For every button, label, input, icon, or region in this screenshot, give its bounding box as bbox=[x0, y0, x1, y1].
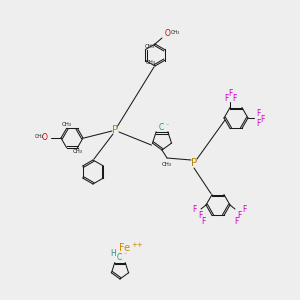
Text: F: F bbox=[224, 94, 228, 103]
Text: F: F bbox=[192, 206, 196, 214]
Text: CH₃: CH₃ bbox=[34, 134, 43, 140]
Text: O: O bbox=[165, 29, 171, 38]
Text: F: F bbox=[232, 94, 236, 103]
Text: ⁻: ⁻ bbox=[165, 124, 169, 129]
Text: F: F bbox=[198, 211, 202, 220]
Text: H: H bbox=[110, 248, 116, 257]
Text: CH₃: CH₃ bbox=[162, 161, 172, 166]
Text: F: F bbox=[237, 211, 241, 220]
Text: ⁻: ⁻ bbox=[123, 254, 127, 259]
Text: O: O bbox=[42, 134, 48, 142]
Text: P: P bbox=[112, 125, 118, 135]
Text: C: C bbox=[116, 254, 122, 262]
Text: CH₃: CH₃ bbox=[72, 149, 82, 154]
Text: CH₃: CH₃ bbox=[146, 60, 155, 65]
Text: F: F bbox=[242, 205, 246, 214]
Text: F: F bbox=[234, 217, 238, 226]
Text: ++: ++ bbox=[131, 242, 143, 248]
Text: Fe: Fe bbox=[119, 243, 130, 253]
Text: F: F bbox=[201, 217, 205, 226]
Text: CH₃: CH₃ bbox=[170, 29, 180, 34]
Text: P: P bbox=[191, 158, 197, 168]
Text: F: F bbox=[256, 119, 260, 128]
Text: CH₃: CH₃ bbox=[61, 122, 72, 127]
Text: CH₃: CH₃ bbox=[145, 44, 155, 49]
Text: F: F bbox=[256, 109, 260, 118]
Text: F: F bbox=[260, 115, 264, 124]
Text: F: F bbox=[228, 89, 232, 98]
Text: C: C bbox=[158, 123, 164, 132]
